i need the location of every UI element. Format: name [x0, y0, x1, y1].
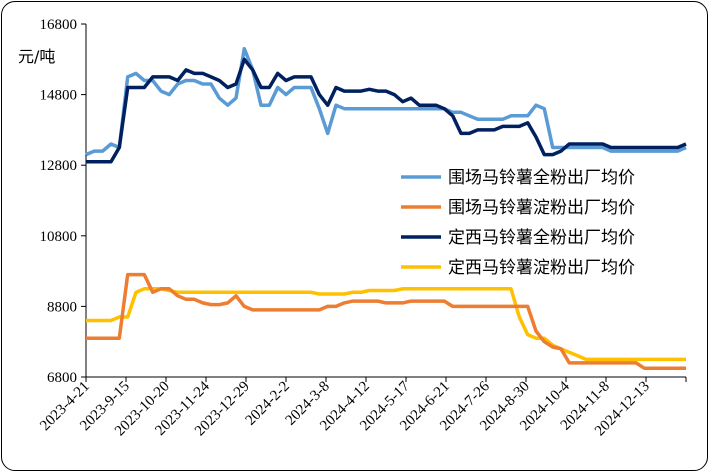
legend-label: 围场马铃薯淀粉出厂均价: [448, 198, 635, 218]
y-axis-unit-label: 元/吨: [18, 47, 55, 66]
series-line-3: [86, 57, 687, 164]
y-tick-label: 16800: [40, 17, 78, 33]
y-axis: 6800 8800 10800 12800 14800 16800: [40, 17, 87, 386]
x-axis: 2023-4-212023-9-152023-10-202023-11-2420…: [37, 376, 687, 439]
y-tick-label: 14800: [40, 88, 78, 104]
y-tick-label: 10800: [40, 229, 78, 245]
series-line-2: [86, 272, 686, 370]
legend-label: 定西马铃薯全粉出厂均价: [448, 228, 635, 248]
legend-label: 围场马铃薯全粉出厂均价: [448, 168, 635, 188]
legend: 围场马铃薯全粉出厂均价围场马铃薯淀粉出厂均价定西马铃薯全粉出厂均价定西马铃薯淀粉…: [401, 168, 635, 278]
y-tick-label: 6800: [47, 370, 77, 386]
series-line-1: [85, 46, 687, 157]
plot-lines: [85, 46, 687, 370]
series-line-4: [86, 287, 686, 362]
y-tick-label: 8800: [47, 299, 77, 315]
legend-label: 定西马铃薯淀粉出厂均价: [448, 258, 635, 278]
y-tick-label: 12800: [40, 158, 78, 174]
